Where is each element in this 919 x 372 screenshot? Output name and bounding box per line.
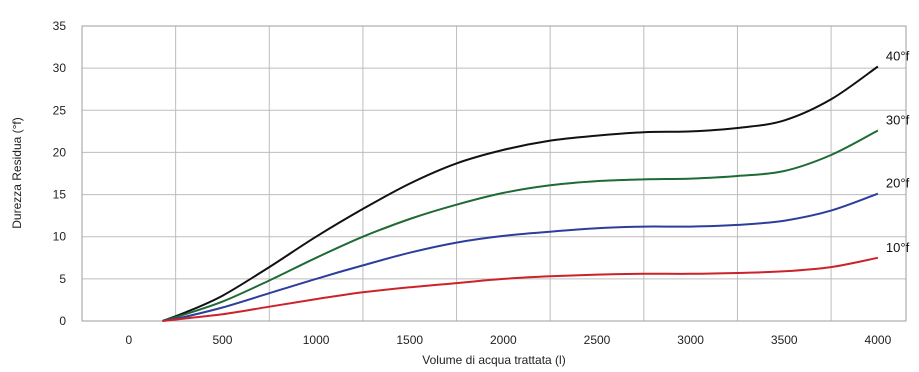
y-tick-label: 10	[53, 230, 67, 244]
y-tick-label: 15	[53, 188, 67, 202]
y-tick-labels: 0 5 10 15 20 25 30 35	[53, 19, 67, 328]
x-tick-label: 1000	[303, 333, 330, 347]
y-tick-label: 25	[53, 103, 67, 117]
x-tick-label: 4000	[865, 333, 892, 347]
x-tick-label: 3500	[771, 333, 798, 347]
x-tick-label: 1500	[396, 333, 423, 347]
series-label-2: 20°f	[886, 176, 910, 191]
grid	[82, 26, 906, 321]
x-tick-label: 2000	[490, 333, 517, 347]
x-tick-label: 0	[125, 333, 132, 347]
series-lines	[162, 65, 879, 322]
series-label-0: 40°f	[886, 48, 910, 63]
plot-frame	[81, 25, 907, 322]
y-tick-label: 35	[53, 19, 67, 33]
series-line-1	[162, 129, 879, 322]
x-tick-label: 3000	[677, 333, 704, 347]
series-line-2	[162, 192, 879, 322]
series-line-3	[162, 256, 879, 322]
series-label-1: 30°f	[886, 113, 910, 128]
y-axis-label: Durezza Residua (°f)	[10, 117, 24, 229]
y-tick-label: 5	[59, 272, 66, 286]
y-tick-label: 20	[53, 145, 67, 159]
x-axis-label: Volume di acqua trattata (l)	[422, 353, 565, 367]
series-label-3: 10°f	[886, 240, 910, 255]
x-tick-label: 500	[212, 333, 232, 347]
y-tick-label: 0	[59, 314, 66, 328]
x-tick-labels: 0 500 1000 1500 2000 2500 3000 3500 4000	[125, 333, 891, 347]
y-tick-label: 30	[53, 61, 67, 75]
series-labels: 40°f 30°f 20°f 10°f	[886, 48, 910, 254]
x-tick-label: 2500	[584, 333, 611, 347]
series-line-0	[162, 65, 879, 322]
